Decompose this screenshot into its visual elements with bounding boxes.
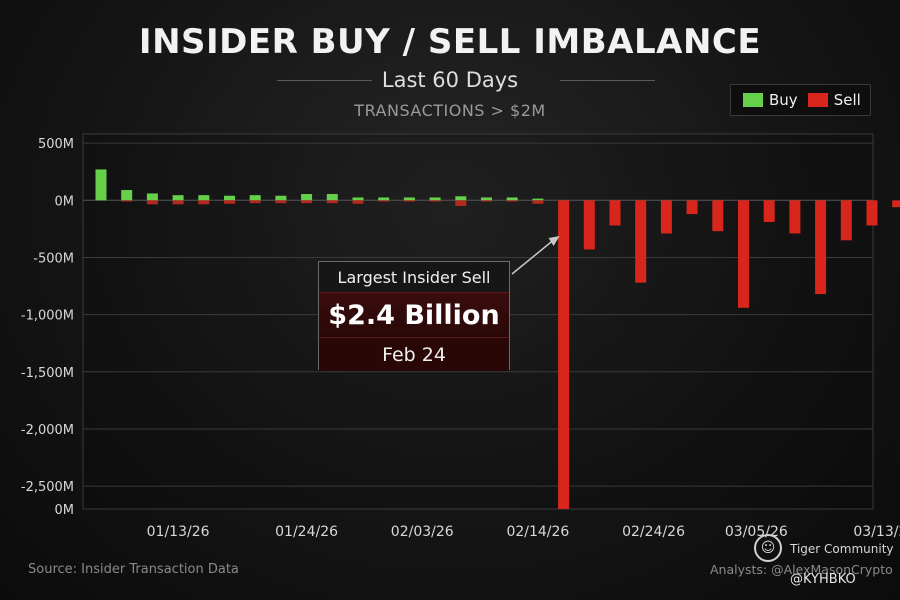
buy-bar [481,197,492,201]
buy-bar [506,197,518,201]
chart-title: INSIDER BUY / SELL IMBALANCE [138,22,762,62]
sell-bar [352,200,364,204]
legend-item-buy: Buy [743,91,798,109]
buy-bar [532,198,544,201]
chart-subtitle: Last 60 Days [381,68,519,92]
sell-bar [660,200,672,234]
buy-bar [95,169,107,201]
x-tick-label: 01/24/26 [275,524,338,540]
buy-bar [172,195,184,201]
y-tick-label: -2,500M [21,480,74,495]
sell-bar [635,200,647,283]
filter-note: TRANSACTIONS > $2M [354,101,546,120]
callout-arrowhead [548,236,560,246]
sell-bar [763,200,775,223]
sell-bar [866,200,878,226]
callout-value: $2.4 Billion [319,292,509,338]
sell-bar [738,200,749,308]
sell-bar [892,200,900,208]
legend-item-sell: Sell [807,91,861,109]
sell-bar [815,200,827,295]
sell-bar [481,200,492,202]
sell-bar [326,200,338,204]
x-tick-label: 03/05/26 [725,524,788,540]
sell-bar [275,200,287,204]
callout-heading: Largest Insider Sell [319,262,509,292]
buy-bar [121,190,133,201]
sell-bar [583,200,595,250]
sell-bar [301,200,313,204]
y-tick-label: 0M [55,503,75,518]
watermark-handle: @KYHBKO [790,572,856,587]
sell-bar [198,200,210,205]
buy-bar [455,196,467,201]
analysts-credit: Analysts: @AlexMasonCrypto [710,562,893,577]
legend-label-sell: Sell [833,91,861,109]
sell-bar [532,200,544,204]
y-tick-label: -500M [33,251,74,266]
sell-bar [172,200,184,205]
sell-bar [146,200,158,205]
buy-bar [275,195,287,201]
x-tick-label: 01/13/26 [147,524,210,540]
tiger-community-logo-icon: ☺ [754,534,782,562]
buy-bar [198,195,210,201]
buy-bar [146,193,158,201]
buy-bar [378,197,390,201]
subtitle-rule-left [277,80,372,81]
sell-bar [712,200,724,232]
sell-bar [840,200,852,241]
y-tick-label: -1,500M [21,366,74,381]
sell-bar [455,200,467,207]
sell-bar [378,200,390,202]
x-tick-label: 03/13/26 [853,524,900,540]
sell-bar [121,200,133,202]
sell-bar [429,200,441,202]
sell-bar [558,200,570,509]
sell-bar [403,200,415,202]
buy-bar [249,195,261,201]
legend-swatch-buy [743,93,763,107]
buy-bar [224,195,235,201]
buy-bar [352,197,364,201]
y-tick-label: 500M [38,137,74,152]
legend-label-buy: Buy [769,91,798,109]
x-tick-label: 02/03/26 [391,524,454,540]
y-tick-label: 0M [55,194,75,209]
watermark-community: Tiger Community [790,542,894,556]
callout-date: Feb 24 [319,338,509,371]
sell-bar [609,200,621,226]
buy-bar [429,197,441,201]
x-tick-label: 02/14/26 [506,524,569,540]
largest-sell-callout: Largest Insider Sell $2.4 Billion Feb 24 [318,261,510,371]
source-note: Source: Insider Transaction Data [28,562,239,577]
y-tick-label: -2,000M [21,423,74,438]
sell-bar [506,200,518,202]
callout-arrow [511,239,555,275]
sell-bar [789,200,801,234]
buy-bar [301,194,313,201]
y-tick-label: -1,000M [21,309,74,324]
x-tick-label: 02/24/26 [622,524,685,540]
buy-bar [326,194,338,201]
sell-bar [249,200,261,204]
sell-bar [686,200,698,215]
legend-swatch-sell [807,93,828,107]
legend: Buy Sell [730,84,871,116]
buy-bar [403,197,415,201]
sell-bar [224,200,235,204]
subtitle-rule-right [560,80,655,81]
